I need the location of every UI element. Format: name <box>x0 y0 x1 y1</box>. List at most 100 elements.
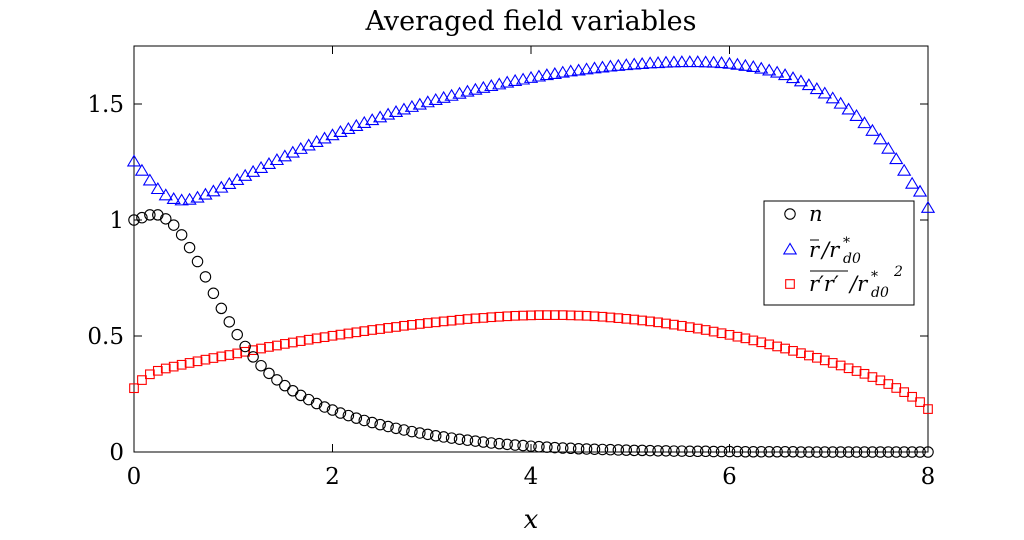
data-point-circle <box>215 302 228 315</box>
data-point-square <box>780 343 790 354</box>
data-point-square <box>740 333 751 344</box>
data-point-circle <box>890 446 902 458</box>
data-point-square <box>351 327 362 338</box>
data-point-circle <box>144 209 156 221</box>
data-point-circle <box>358 414 371 427</box>
y-tick-label: 1 <box>109 208 124 234</box>
data-point-circle <box>453 433 466 445</box>
data-point-square <box>748 335 759 346</box>
data-point-triangle <box>674 55 690 68</box>
data-point-triangle <box>785 71 801 84</box>
data-point-circle <box>898 446 910 458</box>
data-point-circle <box>874 446 887 458</box>
data-point-square <box>811 352 822 363</box>
data-point-square <box>438 316 449 327</box>
data-point-circle <box>160 213 172 225</box>
data-point-triangle <box>595 60 610 73</box>
x-tick-label: 6 <box>722 464 737 490</box>
data-point-square <box>684 322 695 333</box>
data-point-square <box>835 360 846 371</box>
data-point-circle <box>771 446 783 458</box>
data-point-square <box>502 311 513 322</box>
data-point-circle <box>183 241 196 254</box>
data-point-circle <box>326 404 339 416</box>
data-point-circle <box>429 430 442 442</box>
data-point-square <box>375 324 385 334</box>
data-point-triangle <box>762 63 777 76</box>
y-tick-label: 1.5 <box>87 92 124 118</box>
data-point-circle <box>437 431 450 443</box>
data-point-square <box>129 383 139 394</box>
data-point-square <box>716 328 727 339</box>
data-point-triangle <box>571 63 586 76</box>
data-point-triangle <box>468 82 483 95</box>
data-point-square <box>311 333 322 344</box>
data-point-triangle <box>460 84 475 97</box>
data-point-circle <box>819 446 831 458</box>
data-point-square <box>669 319 679 330</box>
data-point-square <box>430 317 441 328</box>
data-point-circle <box>263 367 275 380</box>
data-point-circle <box>406 425 418 438</box>
data-point-square <box>827 358 838 368</box>
data-point-circle <box>493 437 505 450</box>
data-point-square <box>589 311 600 322</box>
data-point-triangle <box>230 172 245 186</box>
data-point-triangle <box>142 173 158 186</box>
data-point-circle <box>914 446 926 458</box>
legend-label-sub-2: d0 <box>871 285 889 301</box>
data-point-square <box>565 310 576 321</box>
data-point-square <box>526 310 536 321</box>
data-point-square <box>224 350 235 360</box>
data-point-triangle <box>587 61 602 74</box>
data-point-square <box>883 379 894 389</box>
data-point-triangle <box>126 154 142 167</box>
data-point-square <box>295 336 306 346</box>
data-point-triangle <box>730 57 745 70</box>
data-point-triangle <box>769 65 785 78</box>
data-point-square <box>891 383 902 393</box>
data-point-circle <box>374 418 386 431</box>
data-point-triangle <box>650 56 666 69</box>
data-point-square <box>605 312 616 323</box>
data-point-circle <box>231 328 243 341</box>
data-point-circle <box>842 446 855 458</box>
data-point-circle <box>128 214 140 226</box>
data-point-square <box>661 318 671 329</box>
data-point-square <box>621 313 632 324</box>
data-point-square <box>700 325 711 335</box>
legend-label-n: n <box>809 202 823 226</box>
data-point-square <box>272 340 282 351</box>
data-point-square <box>256 343 266 354</box>
data-point-square <box>200 354 211 365</box>
data-point-circle <box>636 444 648 457</box>
data-point-triangle <box>865 123 880 136</box>
data-point-square <box>303 334 314 345</box>
data-point-circle <box>557 442 569 454</box>
data-point-triangle <box>134 163 150 176</box>
data-point-square <box>494 311 505 322</box>
y-tick-label: 0 <box>109 440 124 466</box>
x-tick-label: 0 <box>127 464 142 490</box>
data-point-square <box>756 337 767 348</box>
data-point-triangle <box>627 57 642 70</box>
data-point-circle <box>668 445 680 457</box>
data-point-square <box>216 351 227 362</box>
data-point-triangle <box>912 184 928 197</box>
data-point-circle <box>422 428 434 441</box>
data-point-circle <box>850 446 863 458</box>
data-point-square <box>160 363 171 374</box>
data-point-square <box>327 330 338 341</box>
data-point-square <box>875 375 886 386</box>
data-point-triangle <box>833 96 848 109</box>
data-point-square <box>677 320 687 331</box>
legend-label-star-2: * <box>871 269 878 285</box>
data-point-triangle <box>873 132 888 145</box>
data-point-circle <box>779 446 791 458</box>
data-point-square <box>597 311 608 322</box>
data-point-square <box>208 353 219 363</box>
data-point-circle <box>604 443 617 456</box>
data-point-triangle <box>500 75 515 88</box>
data-point-square <box>573 310 584 321</box>
x-tick-label: 2 <box>325 464 340 490</box>
